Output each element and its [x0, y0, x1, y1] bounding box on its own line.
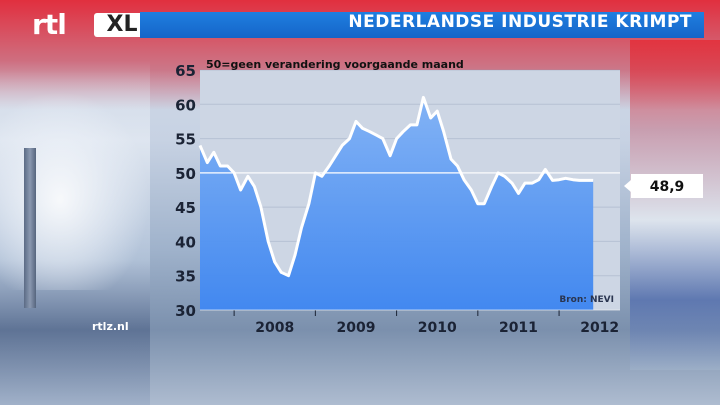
x-tick-label-2011: 2011 — [499, 320, 538, 336]
callout-arrow — [624, 180, 631, 192]
chart-subtitle: 50=geen verandering voorgaande maand — [206, 58, 464, 71]
chart-title: NEDERLANDSE INDUSTRIE KRIMPT — [348, 12, 692, 32]
last-value-callout: 48,9 — [624, 174, 703, 198]
callout-box — [631, 174, 703, 198]
y-tick-label-55: 55 — [175, 131, 196, 149]
site-label: rtlz.nl — [92, 320, 129, 333]
x-tick-label-2008: 2008 — [255, 320, 294, 336]
y-tick-label-50: 50 — [175, 165, 196, 183]
series-area — [200, 97, 594, 311]
y-tick-label-40: 40 — [175, 233, 196, 251]
chimney-decoration — [24, 148, 36, 308]
y-tick-label-35: 35 — [175, 268, 196, 286]
y-tick-label-45: 45 — [175, 199, 196, 217]
last-value-label: 48,9 — [650, 179, 685, 195]
logo-xl-text: XL — [106, 12, 138, 37]
y-tick-label-60: 60 — [175, 96, 196, 114]
background-right-flag — [630, 40, 720, 370]
y-tick-label-65: 65 — [175, 62, 196, 80]
title-bar: NEDERLANDSE INDUSTRIE KRIMPT — [140, 12, 704, 38]
logo-rtl-text: rtl — [32, 8, 67, 41]
x-tick-label-2010: 2010 — [418, 320, 457, 336]
source-label: Bron: NEVI — [559, 295, 614, 305]
x-tick-label-2009: 2009 — [336, 320, 375, 336]
series-line — [198, 95, 594, 278]
x-tick-label-2012: 2012 — [580, 320, 619, 336]
y-tick-label-30: 30 — [175, 302, 196, 320]
